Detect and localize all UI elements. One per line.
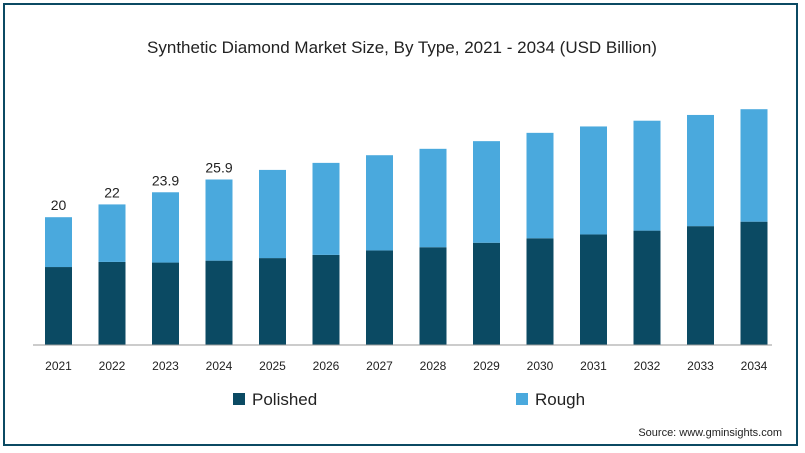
bar-rough-2021 bbox=[45, 217, 72, 268]
bar-polished-2030 bbox=[526, 238, 554, 345]
bar-polished-2028 bbox=[419, 247, 447, 345]
bar-rough-2029 bbox=[473, 141, 500, 243]
bar-polished-2026 bbox=[312, 254, 340, 345]
x-tick-2022: 2022 bbox=[99, 359, 126, 373]
bar-polished-2021 bbox=[45, 267, 72, 345]
x-tick-2026: 2026 bbox=[313, 359, 340, 373]
bar-polished-2024 bbox=[205, 260, 233, 345]
x-tick-2021: 2021 bbox=[45, 359, 72, 373]
bar-rough-2032 bbox=[633, 120, 661, 231]
legend: Polished Rough bbox=[233, 390, 585, 409]
bar-rough-2034 bbox=[740, 109, 768, 222]
source-note: Source: www.gminsights.com bbox=[638, 427, 782, 439]
chart-title: Synthetic Diamond Market Size, By Type, … bbox=[147, 38, 657, 57]
x-tick-2030: 2030 bbox=[527, 359, 554, 373]
chart-frame bbox=[3, 3, 798, 446]
data-label-2022: 22 bbox=[104, 184, 120, 200]
bar-rough-2030 bbox=[526, 132, 554, 239]
legend-label-polished: Polished bbox=[252, 390, 317, 409]
data-label-2021: 20 bbox=[51, 197, 67, 213]
bar-rough-2033 bbox=[687, 114, 714, 227]
x-tick-2034: 2034 bbox=[741, 359, 768, 373]
bar-polished-2032 bbox=[633, 230, 661, 345]
bar-polished-2034 bbox=[740, 221, 768, 345]
bar-polished-2033 bbox=[687, 226, 714, 345]
bar-rough-2024 bbox=[205, 179, 233, 261]
bar-rough-2022 bbox=[98, 204, 126, 262]
bar-polished-2023 bbox=[152, 262, 179, 345]
x-tick-2032: 2032 bbox=[634, 359, 661, 373]
legend-swatch-polished bbox=[233, 393, 245, 405]
data-label-2024: 25.9 bbox=[205, 159, 232, 175]
x-tick-2031: 2031 bbox=[580, 359, 607, 373]
bars-group bbox=[45, 109, 768, 345]
bar-rough-2031 bbox=[580, 126, 607, 235]
bar-polished-2025 bbox=[259, 258, 286, 345]
x-tick-labels: 2021 2022 2023 2024 2025 2026 2027 2028 2029 2030… bbox=[45, 359, 768, 373]
legend-label-rough: Rough bbox=[535, 390, 585, 409]
data-labels: 20 22 23.9 25.9 bbox=[51, 159, 233, 213]
bar-rough-2025 bbox=[259, 169, 286, 259]
x-tick-2027: 2027 bbox=[366, 359, 393, 373]
data-label-2023: 23.9 bbox=[152, 172, 179, 188]
bar-polished-2031 bbox=[580, 234, 607, 345]
bar-rough-2027 bbox=[366, 155, 393, 251]
bar-rough-2023 bbox=[152, 192, 179, 263]
x-tick-2029: 2029 bbox=[473, 359, 500, 373]
x-tick-2023: 2023 bbox=[152, 359, 179, 373]
legend-swatch-rough bbox=[516, 393, 528, 405]
bar-polished-2027 bbox=[366, 250, 393, 345]
bar-rough-2026 bbox=[312, 162, 340, 255]
bar-polished-2029 bbox=[473, 242, 500, 345]
x-tick-2025: 2025 bbox=[259, 359, 286, 373]
bar-polished-2022 bbox=[98, 261, 126, 345]
x-tick-2033: 2033 bbox=[687, 359, 714, 373]
x-tick-2028: 2028 bbox=[420, 359, 447, 373]
x-tick-2024: 2024 bbox=[206, 359, 233, 373]
bar-rough-2028 bbox=[419, 148, 447, 248]
